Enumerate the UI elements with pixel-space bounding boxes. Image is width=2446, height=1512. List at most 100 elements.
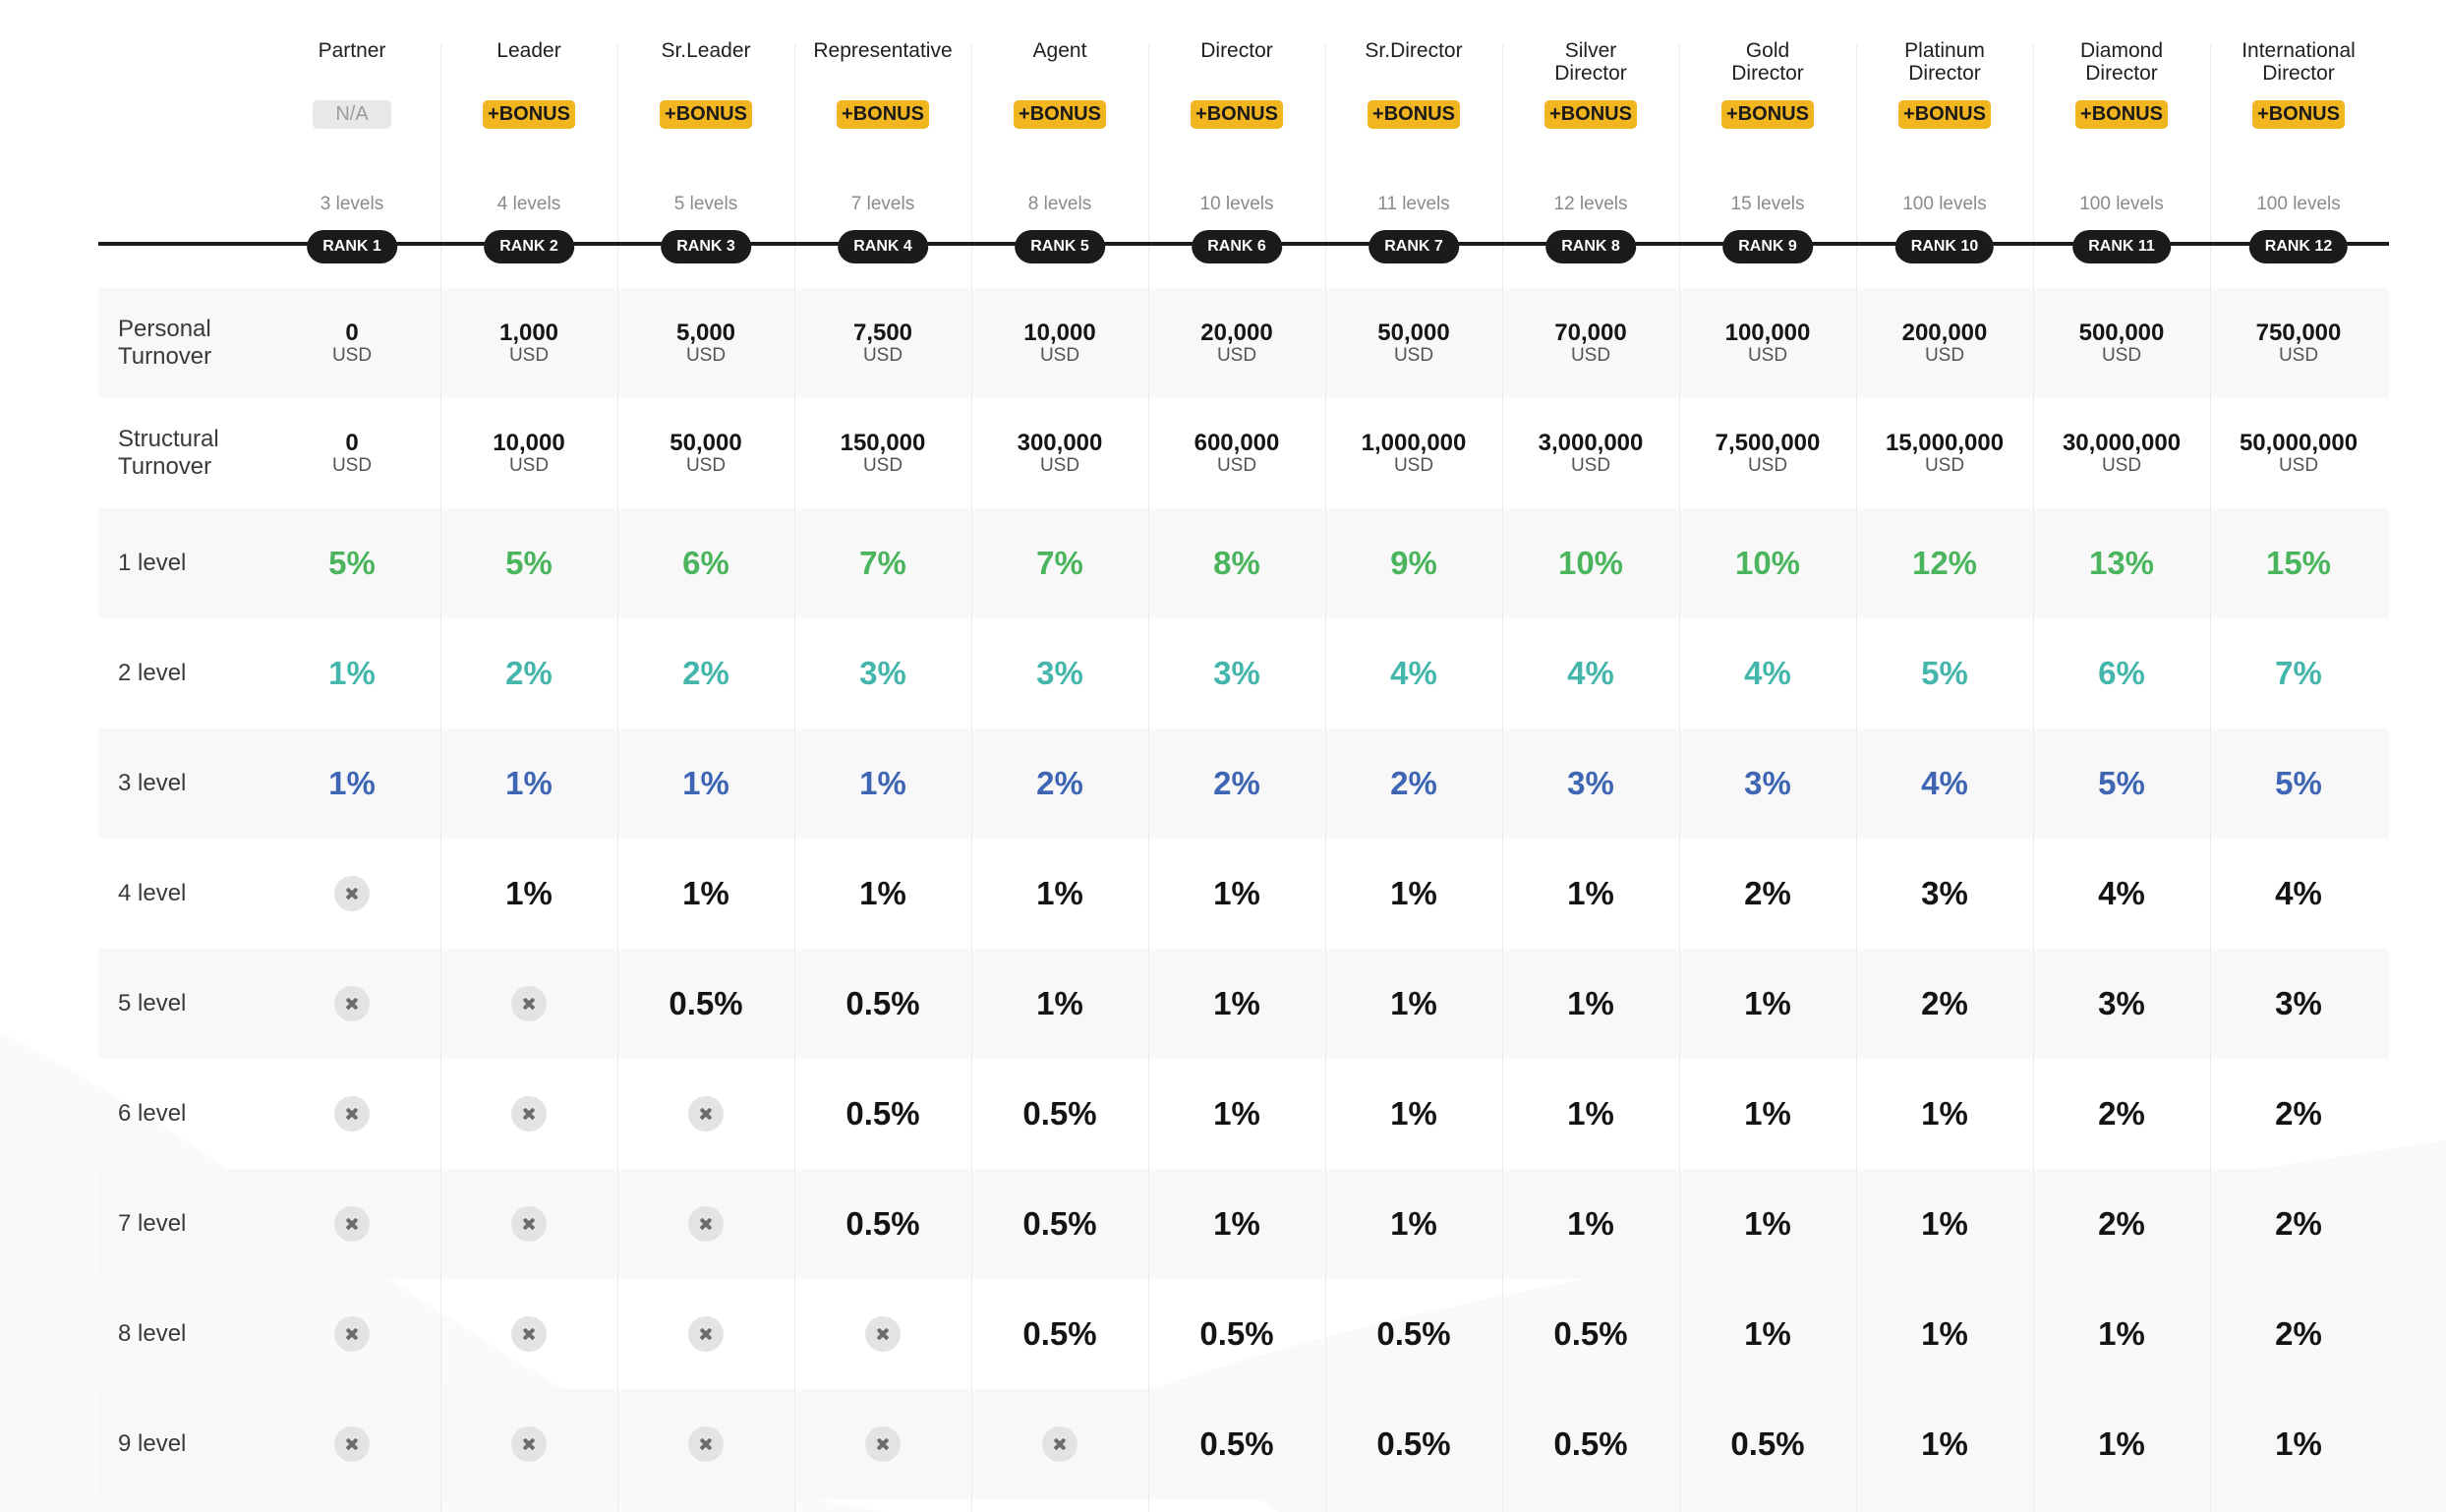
commission-cell: 1% [263, 618, 440, 728]
row-label: 3 level [118, 770, 187, 796]
commission-percent: 10% [1734, 545, 1801, 581]
commission-percent: 3% [2098, 985, 2145, 1021]
commission-percent: 1% [1213, 1205, 1260, 1242]
commission-percent: 1% [1744, 985, 1791, 1021]
commission-cell: 1% [440, 839, 617, 949]
commission-cell: 1% [1679, 1169, 1856, 1279]
commission-cell: 7% [971, 508, 1148, 618]
bonus-badge: +BONUS [660, 100, 752, 129]
commission-cell: 3% [1148, 618, 1325, 728]
currency-unit: USD [2278, 344, 2319, 366]
commission-percent: 1% [859, 765, 906, 801]
commission-percent: 1% [1036, 875, 1083, 911]
commission-percent: 0.5% [845, 985, 920, 1021]
commission-cell: 1% [440, 728, 617, 839]
levels-count: 11 levels [1377, 194, 1450, 214]
turnover-value: 7,500 [852, 319, 913, 346]
currency-unit: USD [1039, 344, 1080, 366]
commission-cell: 9% [1325, 508, 1502, 618]
currency-unit: USD [1216, 344, 1257, 366]
levels-count: 10 levels [1199, 194, 1274, 214]
rank-name-box: Diamond Director [2033, 39, 2210, 87]
rank-name: Director [1200, 39, 1273, 62]
rank-name-box: International Director [2210, 39, 2387, 87]
commission-percent: 15% [2265, 545, 2332, 581]
commission-percent: 0.5% [1730, 1425, 1805, 1462]
commission-cell: 1% [971, 839, 1148, 949]
commission-percent: 2% [1921, 985, 1968, 1021]
commission-cell: 1% [617, 839, 794, 949]
bonus-badge: +BONUS [483, 100, 575, 129]
commission-cell: 0.5% [1679, 1389, 1856, 1499]
currency-unit: USD [1393, 454, 1434, 476]
turnover-value: 0 [345, 429, 359, 456]
bonus-badge: +BONUS [837, 100, 929, 129]
commission-percent: 3% [1213, 655, 1260, 691]
commission-percent: 0.5% [1022, 1315, 1097, 1352]
commission-percent: 1% [859, 875, 906, 911]
commission-cell: 1% [1679, 1059, 1856, 1169]
close-x-icon [688, 1096, 724, 1132]
commission-cell: 1% [1679, 1279, 1856, 1389]
bonus-badge: +BONUS [1368, 100, 1460, 129]
commission-percent: 1% [682, 875, 729, 911]
levels-count: 100 levels [2256, 194, 2341, 214]
commission-cell: 12% [1856, 508, 2033, 618]
rank-pill: RANK 4 [838, 230, 928, 263]
commission-percent: 1% [1390, 875, 1437, 911]
turnover-cell: 750,000 USD [2210, 288, 2387, 398]
commission-percent: 0.5% [845, 1095, 920, 1132]
commission-cell: 1% [1148, 839, 1325, 949]
commission-cell: 2% [971, 728, 1148, 839]
turnover-value: 750,000 [2255, 319, 2342, 346]
commission-percent: 6% [2098, 655, 2145, 691]
commission-cell: 1% [2033, 1389, 2210, 1499]
commission-cell: 1% [617, 728, 794, 839]
commission-cell [440, 1279, 617, 1389]
currency-unit: USD [2101, 344, 2142, 366]
column-divider [617, 44, 618, 1512]
column-divider [1325, 44, 1326, 1512]
commission-cell: 0.5% [1325, 1279, 1502, 1389]
row-label: 2 level [118, 660, 187, 686]
commission-cell: 3% [1679, 728, 1856, 839]
commission-percent: 1% [2098, 1315, 2145, 1352]
commission-cell: 0.5% [1148, 1389, 1325, 1499]
commission-percent: 5% [2275, 765, 2322, 801]
currency-unit: USD [862, 344, 903, 366]
commission-percent: 9% [1390, 545, 1437, 581]
commission-percent: 1% [1921, 1315, 1968, 1352]
rank-name-box: Director [1148, 39, 1325, 87]
commission-percent: 4% [2275, 875, 2322, 911]
commission-cell: 1% [1502, 949, 1679, 1059]
commission-cell [794, 1389, 971, 1499]
commission-cell: 2% [617, 618, 794, 728]
levels-count: 4 levels [496, 194, 561, 214]
close-x-icon [511, 1206, 547, 1242]
turnover-cell: 50,000 USD [617, 398, 794, 508]
commission-percent: 4% [1744, 655, 1791, 691]
commission-percent: 1% [1744, 1095, 1791, 1132]
commission-cell: 1% [794, 839, 971, 949]
rank-name: Leader [496, 39, 561, 62]
commission-cell: 2% [2210, 1169, 2387, 1279]
commission-cell: 1% [263, 728, 440, 839]
commission-cell: 8% [1148, 508, 1325, 618]
column-divider [971, 44, 972, 1512]
row-label: 7 level [118, 1210, 187, 1237]
commission-cell: 1% [1856, 1389, 2033, 1499]
commission-percent: 1% [2098, 1425, 2145, 1462]
commission-percent: 0.5% [1553, 1425, 1628, 1462]
turnover-value: 100,000 [1724, 319, 1811, 346]
row-label: 1 level [118, 550, 187, 576]
currency-unit: USD [1924, 344, 1965, 366]
turnover-cell: 7,500 USD [794, 288, 971, 398]
turnover-cell: 0 USD [263, 398, 440, 508]
commission-cell [617, 1169, 794, 1279]
turnover-cell: 5,000 USD [617, 288, 794, 398]
commission-cell [617, 1059, 794, 1169]
turnover-value: 50,000 [1377, 319, 1450, 346]
commission-percent: 7% [2275, 655, 2322, 691]
commission-cell: 5% [2033, 728, 2210, 839]
commission-cell: 1% [1679, 949, 1856, 1059]
